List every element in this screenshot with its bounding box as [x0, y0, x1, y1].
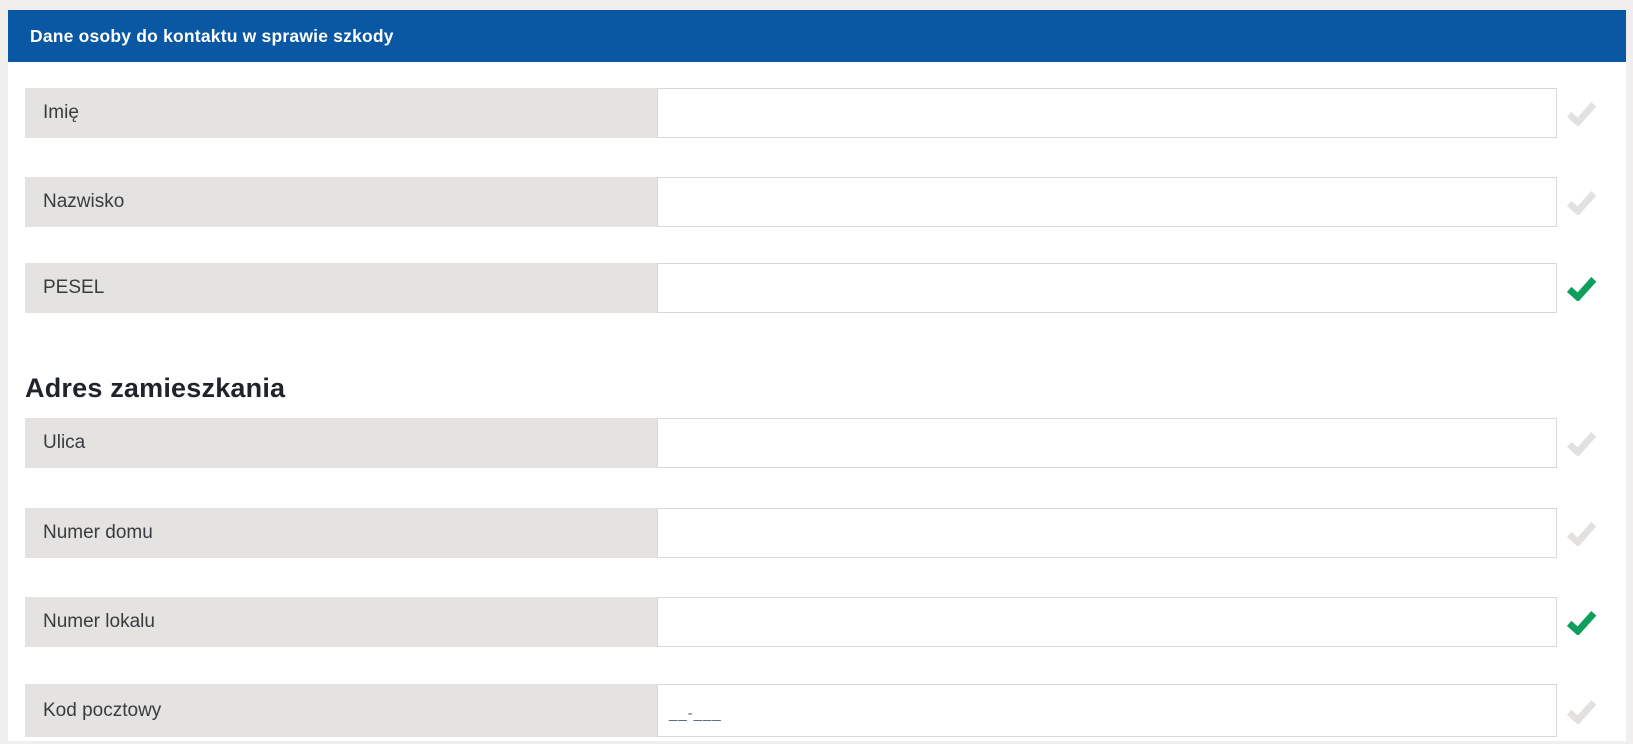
field-label-text: Numer domu [43, 522, 153, 543]
validation-check-icon [1566, 275, 1597, 302]
field-label-imie: Imię [25, 88, 657, 138]
field-label-nazwisko: Nazwisko [25, 177, 657, 227]
field-label-pesel: PESEL [25, 263, 657, 313]
field-label-text: Ulica [43, 432, 86, 453]
form-row-nazwisko: Nazwisko [25, 177, 1609, 227]
field-input-numer-lokalu[interactable] [657, 597, 1557, 647]
form-row-numer-domu: Numer domu [25, 508, 1609, 558]
subsection-heading: Adres zamieszkania [25, 373, 286, 403]
field-input-ulica[interactable] [657, 418, 1557, 468]
form-row-imie: Imię [25, 88, 1609, 138]
validation-check-icon [1566, 520, 1597, 547]
field-input-kod-pocztowy[interactable]: __-___ [657, 684, 1557, 737]
field-input-numer-domu[interactable] [657, 508, 1557, 558]
field-label-text: Kod pocztowy [43, 699, 162, 721]
field-input-imie[interactable] [657, 88, 1557, 138]
section-header: Dane osoby do kontaktu w sprawie szkody [8, 10, 1626, 62]
section-title: Dane osoby do kontaktu w sprawie szkody [30, 25, 394, 46]
field-label-text: PESEL [43, 277, 105, 298]
validation-check-icon [1566, 698, 1597, 725]
form-row-numer-lokalu: Numer lokalu [25, 597, 1609, 647]
field-label-kod-pocztowy: Kod pocztowy [25, 684, 657, 737]
validation-check-icon [1566, 189, 1597, 216]
field-label-text: Imię [43, 102, 79, 123]
postal-code-mask: __-___ [669, 705, 722, 722]
field-input-pesel[interactable] [657, 263, 1557, 313]
field-label-ulica: Ulica [25, 418, 657, 468]
form-row-kod-pocztowy: Kod pocztowy __-___ [25, 684, 1609, 737]
field-input-nazwisko[interactable] [657, 177, 1557, 227]
form-panel: Dane osoby do kontaktu w sprawie szkody … [8, 10, 1626, 741]
field-label-text: Numer lokalu [43, 611, 155, 632]
form-row-ulica: Ulica [25, 418, 1609, 468]
validation-check-icon [1566, 100, 1597, 127]
field-label-text: Nazwisko [43, 191, 125, 212]
validation-check-icon [1566, 609, 1597, 636]
form-row-pesel: PESEL [25, 263, 1609, 313]
field-label-numer-lokalu: Numer lokalu [25, 597, 657, 647]
validation-check-icon [1566, 430, 1597, 457]
field-label-numer-domu: Numer domu [25, 508, 657, 558]
